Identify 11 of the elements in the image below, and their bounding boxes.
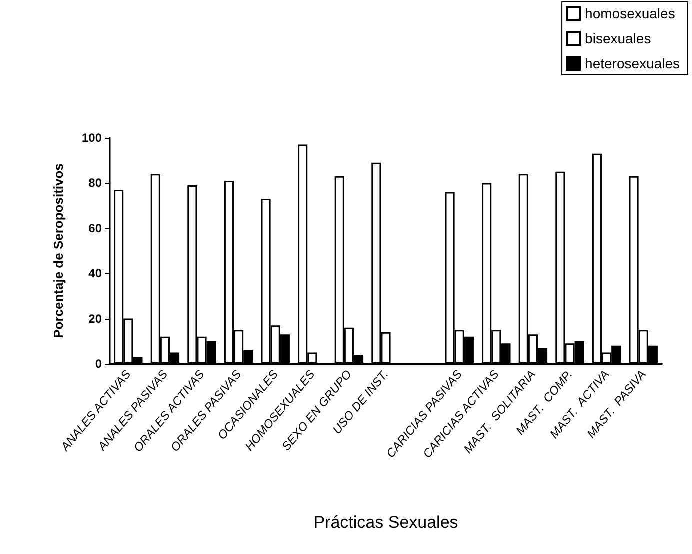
y-tick-label: 100 xyxy=(82,131,102,145)
y-tick-label: 0 xyxy=(95,357,102,371)
y-tick-label: 20 xyxy=(88,312,102,326)
x-axis-title: Prácticas Sexuales xyxy=(314,513,458,532)
y-tick-label: 40 xyxy=(88,266,102,281)
y-tick-label: 80 xyxy=(88,176,102,190)
y-tick-label: 60 xyxy=(88,221,102,236)
legend-label: homosexuales xyxy=(585,6,676,22)
legend-label: bisexuales xyxy=(585,30,652,46)
legend-label: heterosexuales xyxy=(585,56,680,72)
y-axis-title: Porcentaje de Seropositivos xyxy=(51,164,66,338)
